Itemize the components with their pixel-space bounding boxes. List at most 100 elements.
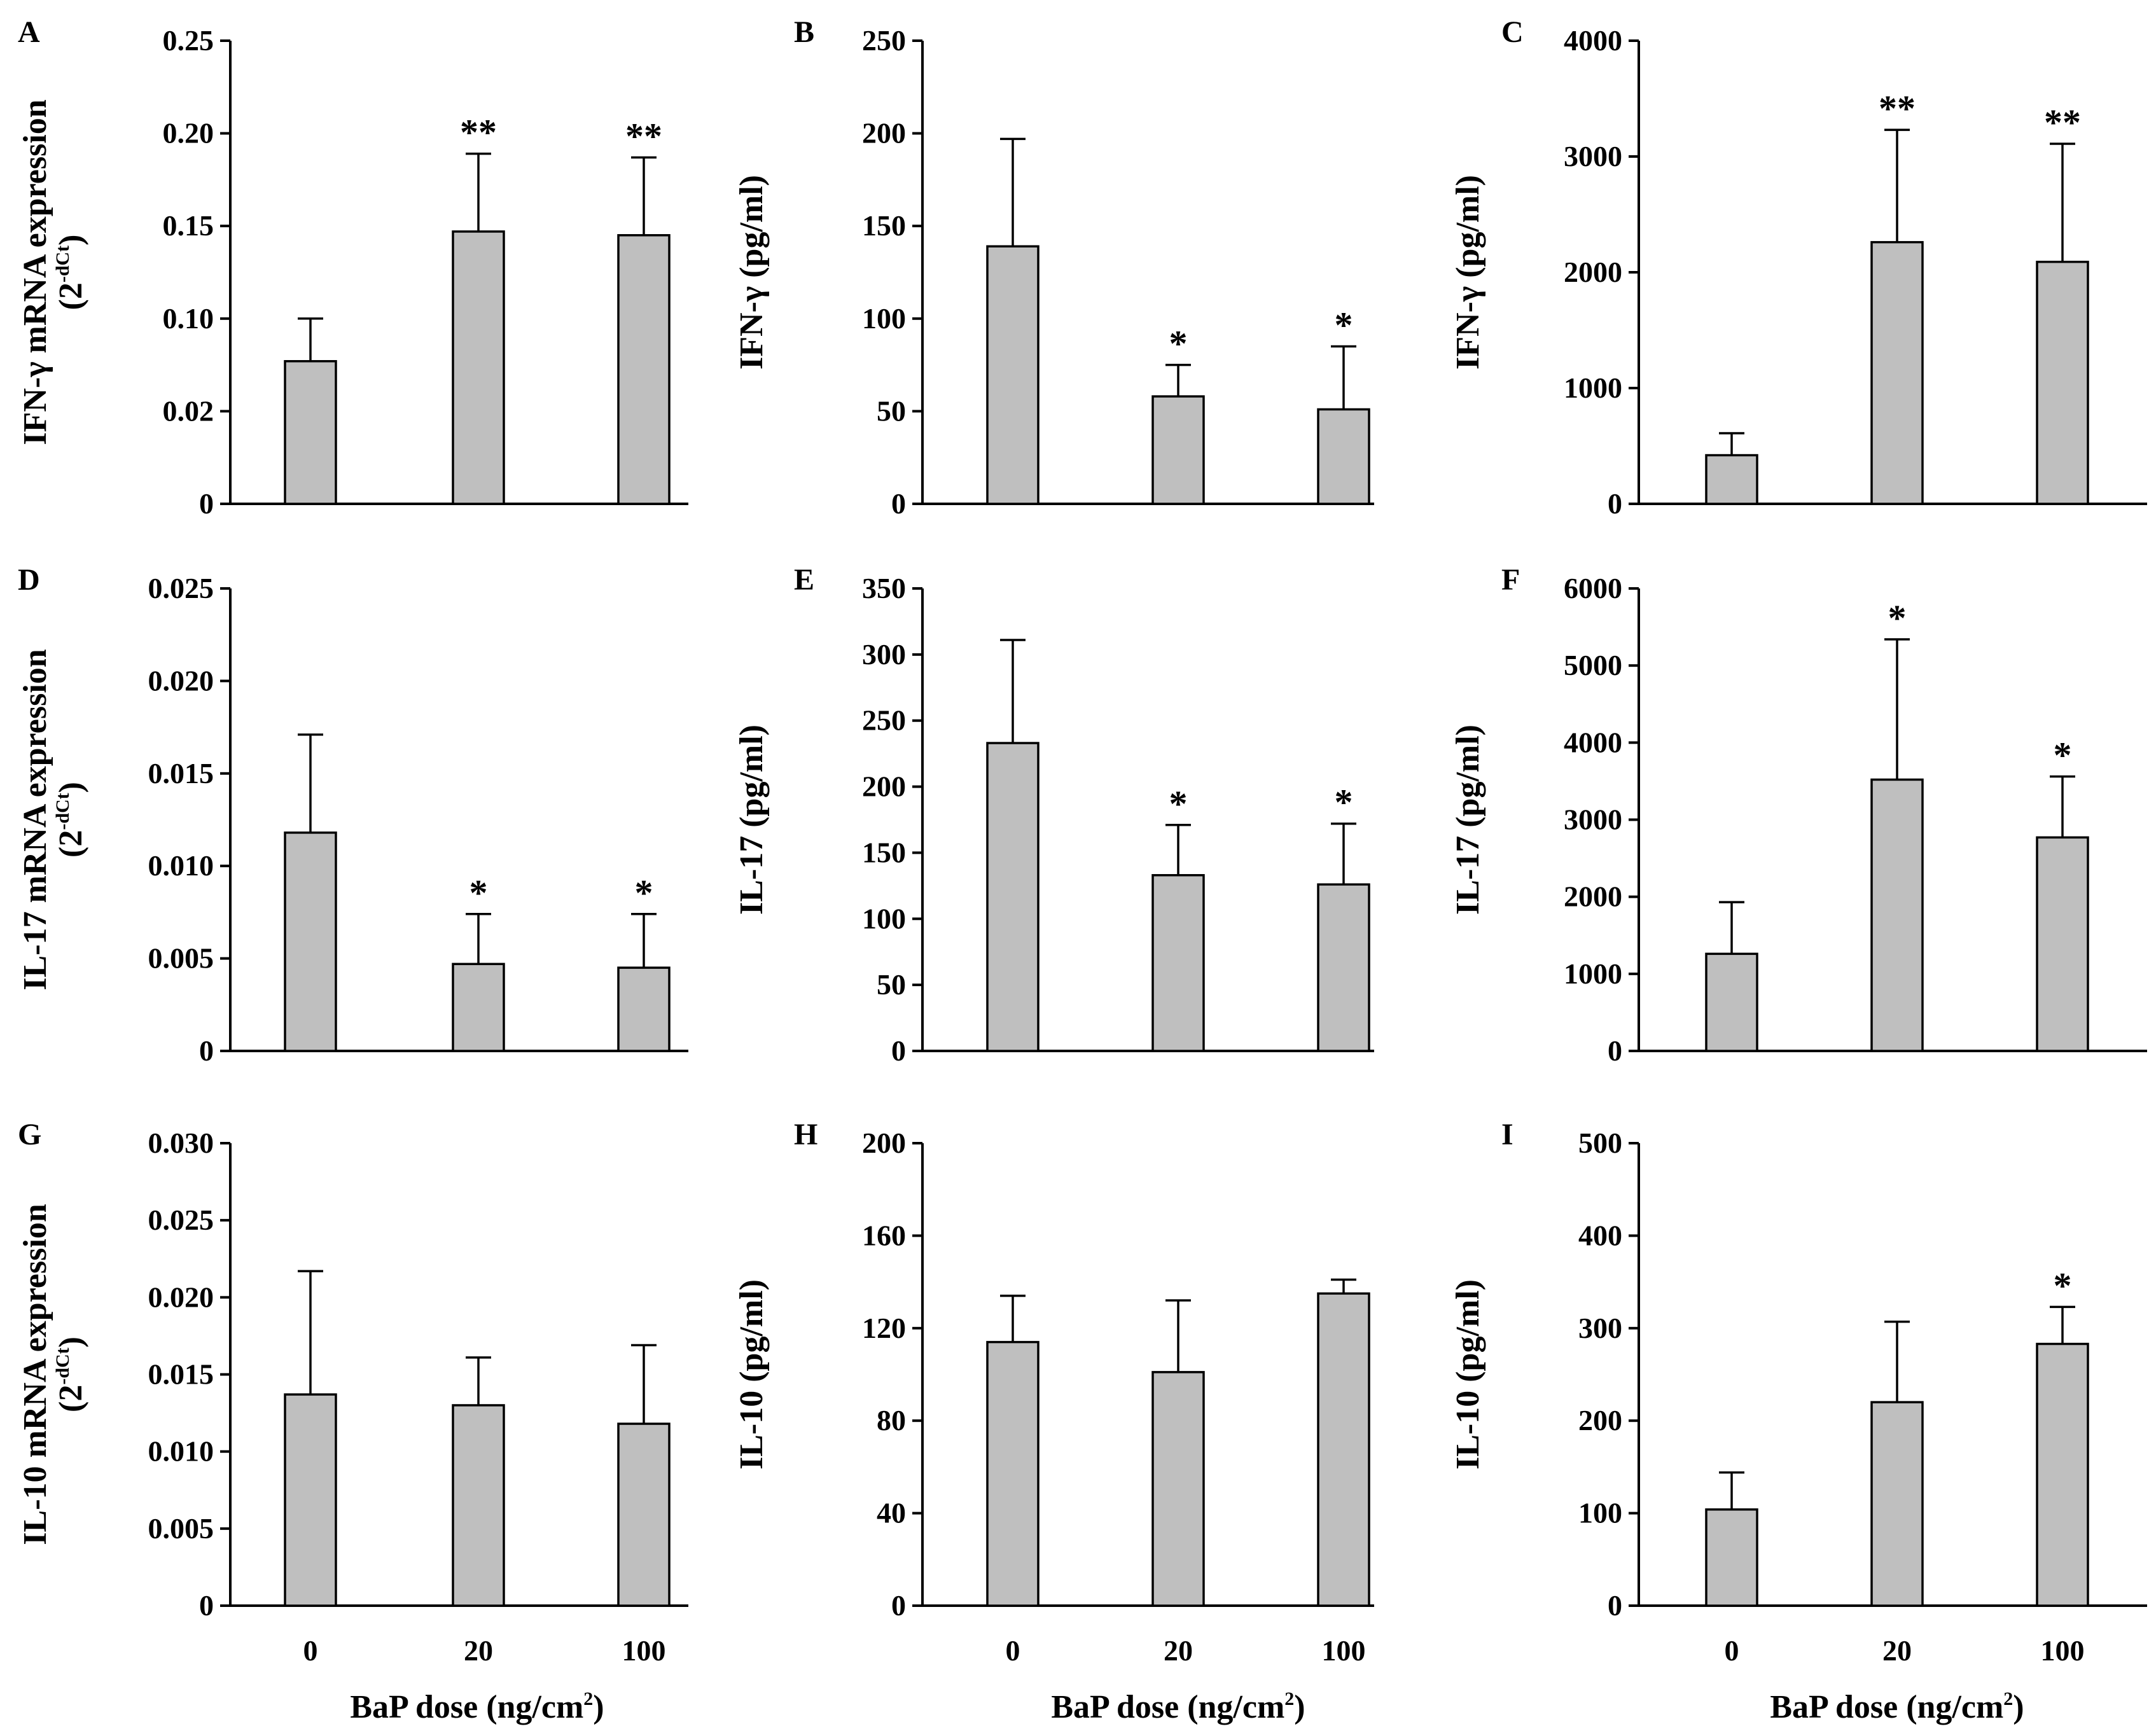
significance-marker: * xyxy=(1888,597,1907,639)
x-axis-title: BaP dose (ng/cm2) xyxy=(350,1688,604,1725)
y-tick-label: 150 xyxy=(862,836,906,868)
y-tick-label: 350 xyxy=(862,572,906,604)
x-axis-title-superscript: 2 xyxy=(1284,1688,1294,1709)
y-tick-label: 3000 xyxy=(1564,803,1622,836)
y-tick-label: 2000 xyxy=(1564,880,1622,913)
y-axis-title-main: IL-10 (pg/ml) xyxy=(1450,1279,1486,1470)
chart-panel-h: H 0 40 80 120 160 200 0 20 100 IL-10 (pg/ml) xyxy=(734,1118,1374,1667)
y-axis-title-main: IL-17 (pg/ml) xyxy=(734,725,770,915)
x-axis-title-close: ) xyxy=(593,1689,604,1725)
y-tick-label: 0.010 xyxy=(148,849,214,882)
y-axis-title-main: IL-10 mRNA expression xyxy=(17,1204,53,1545)
bar xyxy=(617,1422,671,1607)
significance-marker: * xyxy=(1335,304,1353,345)
y-tick-label: 1000 xyxy=(1564,372,1622,404)
y-tick-label: 0 xyxy=(199,1034,214,1067)
y-tick-label: 0 xyxy=(891,1589,906,1622)
y-tick-label: 0 xyxy=(891,487,906,520)
bar xyxy=(1870,240,1924,505)
y-tick-label: 0.015 xyxy=(148,1358,214,1391)
x-tick-label: 100 xyxy=(2041,1634,2085,1667)
y-tick-label: 50 xyxy=(877,394,906,427)
chart-panel-f: F 0 1000 2000 3000 4000 5000 6000 * * IL-17 (pg/ml… xyxy=(1450,563,2147,1067)
x-tick-label: 100 xyxy=(1322,1634,1366,1667)
panels-group: A00.020.100.150.200.25** **IFN-γ mRNA exp… xyxy=(17,15,2147,1667)
y-tick-label: 100 xyxy=(862,902,906,935)
y-tick-label: 0 xyxy=(1608,1034,1622,1067)
y-tick-label: 100 xyxy=(1578,1497,1622,1529)
panel-letter: C xyxy=(1501,15,1524,49)
y-axis-title-main: IL-17 (pg/ml) xyxy=(1450,725,1486,915)
y-tick-label: 0 xyxy=(1608,1589,1622,1622)
significance-marker: * xyxy=(635,872,653,914)
bar xyxy=(452,963,505,1052)
y-tick-label: 0.020 xyxy=(148,664,214,697)
y-tick-label: 3000 xyxy=(1564,140,1622,172)
significance-marker: * xyxy=(2054,735,2072,776)
y-axis-title-unit: (2-dCt) xyxy=(52,235,89,310)
x-axis-title-superscript: 2 xyxy=(2003,1688,2013,1709)
bar xyxy=(1151,873,1205,1052)
bar xyxy=(617,966,671,1052)
y-axis-title-main: IL-10 (pg/ml) xyxy=(734,1279,770,1470)
bar xyxy=(986,245,1040,505)
bar xyxy=(1317,883,1370,1052)
y-tick-label: 0.030 xyxy=(148,1127,214,1159)
chart-panel-e: E 0 50 100 150 200 250 300 350 * * IL-17 (pg/ml) xyxy=(734,563,1374,1067)
y-axis-title-main: IFN-γ (pg/ml) xyxy=(734,175,770,370)
y-axis-title: IL-17 (pg/ml) xyxy=(1450,725,1486,915)
chart-panel-g: G 0 0.005 0.010 0.015 0.020 0.025 0.030 0 20 100 IL… xyxy=(17,1118,688,1667)
y-axis-title: IFN-γ mRNA expression xyxy=(17,99,53,445)
bar xyxy=(2036,260,2089,505)
y-tick-label: 100 xyxy=(862,302,906,335)
y-tick-label: 300 xyxy=(862,638,906,671)
y-tick-label: 0.005 xyxy=(148,942,214,975)
y-axis-title-main: IFN-γ mRNA expression xyxy=(17,99,53,445)
x-axis-titles: BaP dose (ng/cm2) BaP dose (ng/cm2) BaP do… xyxy=(350,1688,2024,1725)
y-tick-label: 4000 xyxy=(1564,24,1622,57)
chart-panel-i: I 0 100 200 300 400 500 * 0 20 100 IL-10 (pg/ml) xyxy=(1450,1118,2147,1667)
y-axis-unit-close: ) xyxy=(53,235,89,246)
bar xyxy=(2036,836,2089,1052)
chart-panel-c: C 0 1000 2000 3000 4000 ** ** IFN-γ (pg/ml) xyxy=(1450,15,2147,520)
significance-marker: ** xyxy=(2044,102,2081,143)
chart-panel-d: D 0 0.005 0.010 0.015 0.020 0.025 * * IL-17 mRNA … xyxy=(17,563,688,1067)
bar xyxy=(1317,1292,1370,1607)
x-axis-title-main: BaP dose (ng/cm xyxy=(350,1689,583,1725)
y-axis-title-main: IFN-γ (pg/ml) xyxy=(1450,175,1486,370)
x-tick-label: 100 xyxy=(622,1634,666,1667)
y-tick-label: 0 xyxy=(891,1034,906,1067)
y-axis-unit-superscript: -dCt xyxy=(52,1347,73,1384)
panel-letter: A xyxy=(18,15,40,49)
y-tick-label: 0.010 xyxy=(148,1435,214,1468)
y-axis-unit-superscript: -dCt xyxy=(52,246,73,282)
y-tick-label: 6000 xyxy=(1564,572,1622,604)
y-tick-label: 200 xyxy=(862,1127,906,1159)
y-tick-label: 0 xyxy=(199,487,214,520)
significance-marker: ** xyxy=(460,112,497,153)
bar xyxy=(986,742,1040,1052)
y-tick-label: 120 xyxy=(862,1312,906,1344)
y-axis-title: IL-10 (pg/ml) xyxy=(1450,1279,1486,1470)
y-tick-label: 4000 xyxy=(1564,726,1622,758)
x-tick-label: 20 xyxy=(1882,1634,1912,1667)
y-tick-label: 0.015 xyxy=(148,757,214,789)
bar xyxy=(1151,1371,1205,1607)
y-tick-label: 0.02 xyxy=(163,394,214,427)
x-axis-title-main: BaP dose (ng/cm xyxy=(1770,1689,2003,1725)
y-tick-label: 150 xyxy=(862,209,906,242)
panel-letter: H xyxy=(794,1118,817,1151)
x-axis-title-main: BaP dose (ng/cm xyxy=(1051,1689,1284,1725)
y-axis-title-main: IL-17 mRNA expression xyxy=(17,649,53,990)
x-tick-label: 20 xyxy=(464,1634,493,1667)
x-axis-title: BaP dose (ng/cm2) xyxy=(1770,1688,2024,1725)
significance-marker: ** xyxy=(1879,88,1916,129)
y-tick-label: 200 xyxy=(862,117,906,149)
y-axis-unit-close: ) xyxy=(53,782,89,793)
y-tick-label: 80 xyxy=(877,1404,906,1436)
significance-marker: * xyxy=(2054,1265,2072,1306)
y-axis-unit-base: (2 xyxy=(53,1385,89,1412)
bar xyxy=(452,230,505,505)
panel-letter: I xyxy=(1501,1118,1513,1151)
